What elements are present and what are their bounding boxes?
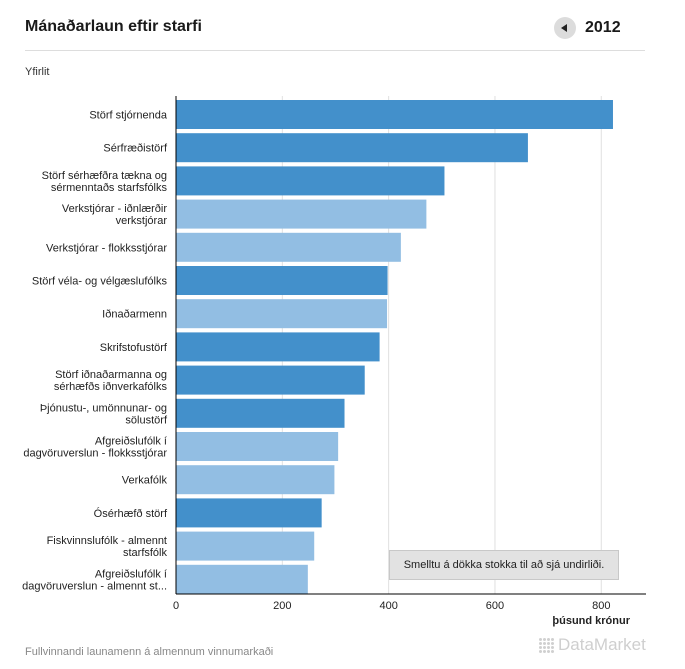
bar-9[interactable] (176, 398, 345, 428)
bar-11 (176, 465, 335, 495)
footer-note: Fullvinnandi launamenn á almennum vinnum… (25, 646, 274, 658)
datamarket-logo: DataMarket (539, 635, 646, 655)
x-tick-label-200: 200 (273, 600, 291, 612)
category-label-11: Verkafólk (122, 475, 168, 487)
category-label-12: Ósérhæfð störf (94, 507, 168, 520)
chart-header: Mánaðarlaun eftir starfi 2012 (25, 14, 645, 51)
x-tick-label-600: 600 (486, 600, 504, 612)
category-label-14: Afgreiðslufólk í dagvöruverslun - almennt… (22, 568, 167, 592)
category-label-8: Störf iðnaðarmanna og sérhæfðs iðnverkafó… (54, 369, 168, 393)
chart-title: Mánaðarlaun eftir starfi (25, 18, 202, 35)
bar-5[interactable] (176, 266, 388, 295)
logo-text: DataMarket (558, 635, 646, 654)
bar-12[interactable] (176, 498, 322, 528)
previous-year-button[interactable] (554, 17, 576, 39)
bar-7[interactable] (176, 332, 380, 362)
category-label-5: Störf véla- og vélgæslufólks (32, 276, 168, 288)
bar-6 (176, 299, 388, 329)
x-tick-label-0: 0 (173, 600, 179, 612)
bar-8[interactable] (176, 365, 365, 395)
category-label-3: Verkstjórar - iðnlærðir verkstjórar (62, 203, 167, 227)
bar-13 (176, 531, 315, 561)
category-label-13: Fiskvinnslufólk - almennt starfsfólk (47, 535, 168, 559)
bar-1[interactable] (176, 133, 528, 163)
category-label-7: Skrifstofustörf (100, 342, 168, 354)
bar-10 (176, 432, 339, 461)
bar-3 (176, 199, 427, 229)
x-tick-label-800: 800 (592, 600, 610, 612)
bar-2[interactable] (176, 166, 445, 196)
bar-4 (176, 232, 401, 262)
category-label-6: Iðnaðarmenn (102, 309, 167, 321)
year-label: 2012 (585, 19, 621, 36)
logo-dots-icon (539, 637, 554, 653)
bar-0[interactable] (176, 100, 613, 129)
x-axis-title: þúsund krónur (552, 615, 630, 627)
category-label-2: Störf sérhæfðra tækna og sérmenntaðs star… (42, 170, 168, 194)
category-label-9: Þjónustu-, umönnunar- og sölustörf (40, 402, 168, 426)
category-label-4: Verkstjórar - flokksstjórar (46, 242, 167, 254)
category-label-0: Störf stjórnenda (89, 110, 168, 122)
triangle-left-icon (561, 24, 567, 32)
bar-14 (176, 564, 308, 594)
breadcrumb[interactable]: Yfirlit (25, 66, 50, 78)
category-label-1: Sérfræðistörf (103, 143, 168, 155)
x-tick-label-400: 400 (379, 600, 397, 612)
drilldown-hint: Smelltu á dökka stokka til að sjá undirl… (389, 550, 619, 580)
category-label-10: Afgreiðslufólk í dagvöruverslun - flokkss… (23, 436, 167, 460)
